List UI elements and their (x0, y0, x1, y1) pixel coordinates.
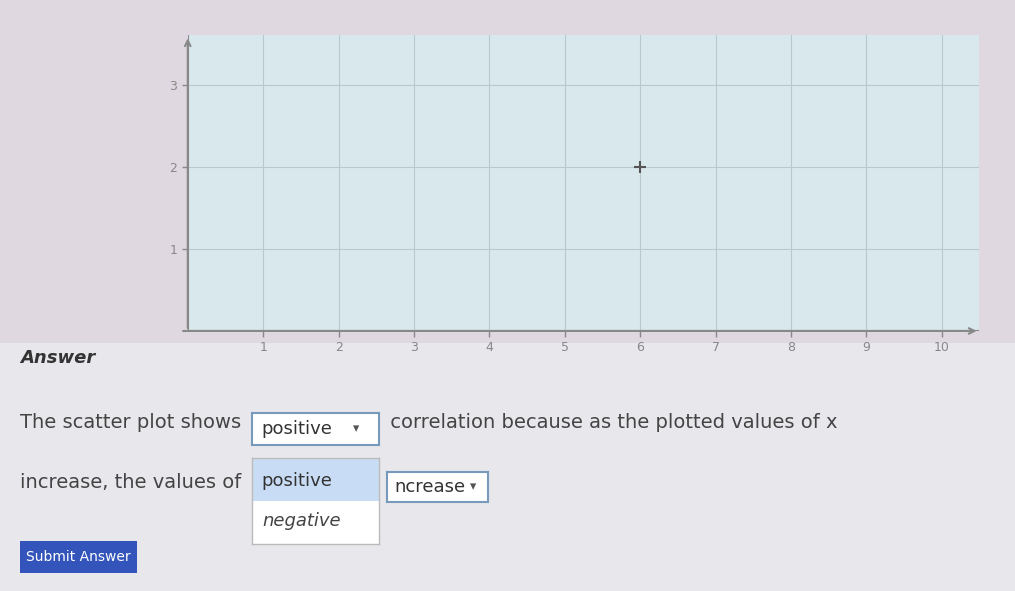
Text: ▾: ▾ (353, 423, 359, 435)
Text: positive: positive (262, 420, 333, 438)
Text: positive: positive (262, 472, 333, 490)
Text: increase, the values of: increase, the values of (20, 473, 248, 492)
Text: correlation because as the plotted values of x: correlation because as the plotted value… (384, 414, 837, 433)
Text: ncrease: ncrease (395, 478, 466, 496)
Text: ▾: ▾ (470, 480, 476, 493)
Text: The scatter plot shows: The scatter plot shows (20, 414, 248, 433)
Text: Answer: Answer (20, 349, 95, 368)
FancyBboxPatch shape (252, 458, 379, 501)
Text: negative: negative (262, 512, 340, 530)
Text: Submit Answer: Submit Answer (26, 550, 131, 564)
